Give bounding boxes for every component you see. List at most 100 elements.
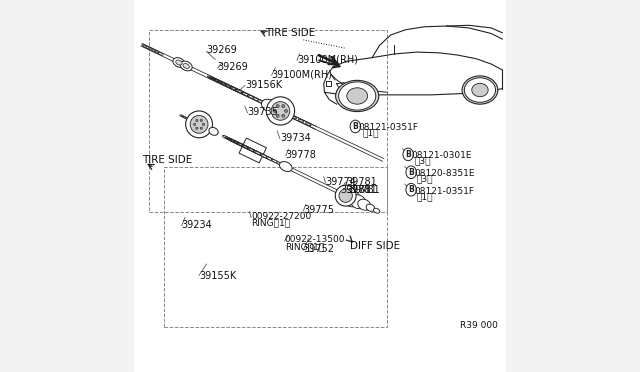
Ellipse shape xyxy=(472,83,488,97)
Ellipse shape xyxy=(196,119,198,122)
Ellipse shape xyxy=(344,190,360,207)
Ellipse shape xyxy=(237,142,265,156)
Text: 39781: 39781 xyxy=(346,177,377,187)
Ellipse shape xyxy=(214,79,239,92)
Ellipse shape xyxy=(176,60,182,65)
Ellipse shape xyxy=(366,204,374,211)
Ellipse shape xyxy=(186,111,212,138)
Text: TIRE SIDE: TIRE SIDE xyxy=(265,28,315,38)
Ellipse shape xyxy=(156,51,160,54)
Text: B: B xyxy=(408,185,414,194)
Text: 08120-8351E: 08120-8351E xyxy=(415,169,476,178)
Ellipse shape xyxy=(217,81,244,94)
Ellipse shape xyxy=(262,99,278,112)
Ellipse shape xyxy=(200,127,202,129)
Ellipse shape xyxy=(350,120,360,133)
Text: 1）: 1） xyxy=(417,193,433,202)
Text: 08121-0351F: 08121-0351F xyxy=(358,123,419,132)
Ellipse shape xyxy=(148,48,152,50)
Ellipse shape xyxy=(209,77,221,83)
Ellipse shape xyxy=(285,109,287,112)
Ellipse shape xyxy=(271,102,290,120)
Ellipse shape xyxy=(462,76,498,104)
Ellipse shape xyxy=(227,138,241,145)
Ellipse shape xyxy=(298,119,304,122)
Text: 39269: 39269 xyxy=(207,45,237,55)
Text: 39156K: 39156K xyxy=(245,80,282,90)
Ellipse shape xyxy=(225,137,235,142)
Text: 00922-27200: 00922-27200 xyxy=(251,212,312,221)
Text: 39100M(RH): 39100M(RH) xyxy=(271,70,333,79)
Ellipse shape xyxy=(202,123,205,125)
Text: 39155K: 39155K xyxy=(199,271,236,281)
Ellipse shape xyxy=(211,78,228,86)
Ellipse shape xyxy=(142,45,146,47)
Ellipse shape xyxy=(339,189,353,202)
Ellipse shape xyxy=(247,148,271,160)
Ellipse shape xyxy=(212,78,234,89)
Ellipse shape xyxy=(154,50,158,53)
Ellipse shape xyxy=(273,109,276,112)
Ellipse shape xyxy=(276,114,279,117)
Ellipse shape xyxy=(223,135,229,140)
Text: B: B xyxy=(353,122,358,131)
Ellipse shape xyxy=(403,148,413,161)
Text: 39735: 39735 xyxy=(248,107,278,116)
Text: TIRE SIDE: TIRE SIDE xyxy=(142,155,193,165)
Ellipse shape xyxy=(188,118,191,121)
Ellipse shape xyxy=(196,127,198,129)
Text: 39752: 39752 xyxy=(303,244,334,254)
Ellipse shape xyxy=(253,151,273,160)
Ellipse shape xyxy=(157,52,161,54)
Ellipse shape xyxy=(146,46,151,49)
Ellipse shape xyxy=(465,78,495,102)
Ellipse shape xyxy=(225,84,252,97)
Text: 39100M(RH): 39100M(RH) xyxy=(297,55,358,64)
Ellipse shape xyxy=(282,105,285,108)
Polygon shape xyxy=(239,138,266,163)
Ellipse shape xyxy=(247,95,259,101)
Ellipse shape xyxy=(182,116,186,118)
Text: 1）: 1） xyxy=(363,128,380,137)
Text: 39781: 39781 xyxy=(340,185,371,195)
Ellipse shape xyxy=(262,102,268,105)
Text: 00922-13500: 00922-13500 xyxy=(285,235,345,244)
Ellipse shape xyxy=(183,116,188,119)
Ellipse shape xyxy=(358,199,371,210)
Ellipse shape xyxy=(339,82,376,110)
Ellipse shape xyxy=(221,82,248,96)
Ellipse shape xyxy=(158,52,163,55)
Ellipse shape xyxy=(207,76,216,80)
Ellipse shape xyxy=(145,46,149,48)
Ellipse shape xyxy=(406,183,417,196)
Ellipse shape xyxy=(253,97,262,102)
Text: 39774: 39774 xyxy=(326,177,356,187)
Ellipse shape xyxy=(335,185,356,206)
Text: RING　1）: RING 1） xyxy=(251,219,291,228)
Text: 39778: 39778 xyxy=(286,150,317,160)
Ellipse shape xyxy=(280,161,292,171)
Ellipse shape xyxy=(152,49,157,52)
Ellipse shape xyxy=(282,164,286,167)
Ellipse shape xyxy=(185,117,188,119)
Ellipse shape xyxy=(347,88,367,104)
Ellipse shape xyxy=(271,159,280,164)
Ellipse shape xyxy=(282,114,285,117)
Text: 39781: 39781 xyxy=(349,185,380,195)
Ellipse shape xyxy=(190,120,193,122)
Text: 08121-0351F: 08121-0351F xyxy=(415,187,475,196)
Text: 39269: 39269 xyxy=(218,62,248,72)
Ellipse shape xyxy=(191,120,195,122)
Ellipse shape xyxy=(190,115,208,133)
Ellipse shape xyxy=(180,61,192,71)
Ellipse shape xyxy=(257,100,264,103)
Text: 3）: 3） xyxy=(415,157,431,166)
Text: RING　1）: RING 1） xyxy=(285,242,324,251)
Ellipse shape xyxy=(291,116,296,119)
Ellipse shape xyxy=(276,105,279,108)
Ellipse shape xyxy=(188,119,193,121)
Ellipse shape xyxy=(228,138,248,148)
Ellipse shape xyxy=(276,162,283,165)
Ellipse shape xyxy=(374,208,380,213)
Ellipse shape xyxy=(235,89,257,100)
